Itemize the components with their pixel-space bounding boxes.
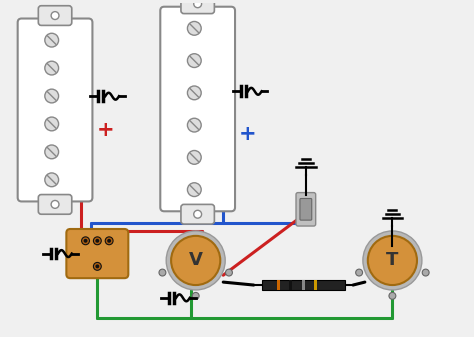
Circle shape <box>95 239 100 243</box>
Circle shape <box>45 61 59 75</box>
Bar <box>277 280 280 290</box>
Circle shape <box>159 269 166 276</box>
Circle shape <box>187 86 201 100</box>
Circle shape <box>422 269 429 276</box>
Bar <box>262 280 345 290</box>
Circle shape <box>171 236 220 285</box>
Circle shape <box>192 293 199 299</box>
Circle shape <box>51 12 59 20</box>
Circle shape <box>166 231 225 290</box>
Circle shape <box>45 145 59 159</box>
Bar <box>314 280 318 290</box>
Circle shape <box>95 265 100 268</box>
Bar <box>289 280 292 290</box>
Circle shape <box>82 237 90 245</box>
FancyBboxPatch shape <box>38 194 72 214</box>
FancyBboxPatch shape <box>300 198 312 220</box>
Circle shape <box>93 263 101 270</box>
Circle shape <box>226 269 232 276</box>
Text: T: T <box>386 251 399 270</box>
Circle shape <box>187 151 201 164</box>
Circle shape <box>107 239 111 243</box>
FancyBboxPatch shape <box>181 205 214 224</box>
Bar <box>302 280 305 290</box>
Text: V: V <box>189 251 202 270</box>
Circle shape <box>45 173 59 187</box>
Circle shape <box>187 22 201 35</box>
Circle shape <box>93 237 101 245</box>
FancyBboxPatch shape <box>38 6 72 25</box>
Circle shape <box>187 183 201 196</box>
FancyBboxPatch shape <box>66 229 128 278</box>
FancyBboxPatch shape <box>296 193 316 226</box>
Circle shape <box>105 237 113 245</box>
Circle shape <box>187 118 201 132</box>
Circle shape <box>389 293 396 299</box>
Circle shape <box>363 231 422 290</box>
FancyBboxPatch shape <box>160 7 235 211</box>
Circle shape <box>356 269 363 276</box>
Text: +: + <box>239 124 256 145</box>
Circle shape <box>45 117 59 131</box>
FancyBboxPatch shape <box>18 19 92 202</box>
Circle shape <box>368 236 417 285</box>
Circle shape <box>83 239 88 243</box>
Circle shape <box>51 201 59 208</box>
FancyBboxPatch shape <box>181 0 214 13</box>
Text: +: + <box>96 120 114 140</box>
Circle shape <box>194 0 201 8</box>
Circle shape <box>194 210 201 218</box>
Circle shape <box>45 33 59 47</box>
Circle shape <box>45 89 59 103</box>
Circle shape <box>187 54 201 67</box>
